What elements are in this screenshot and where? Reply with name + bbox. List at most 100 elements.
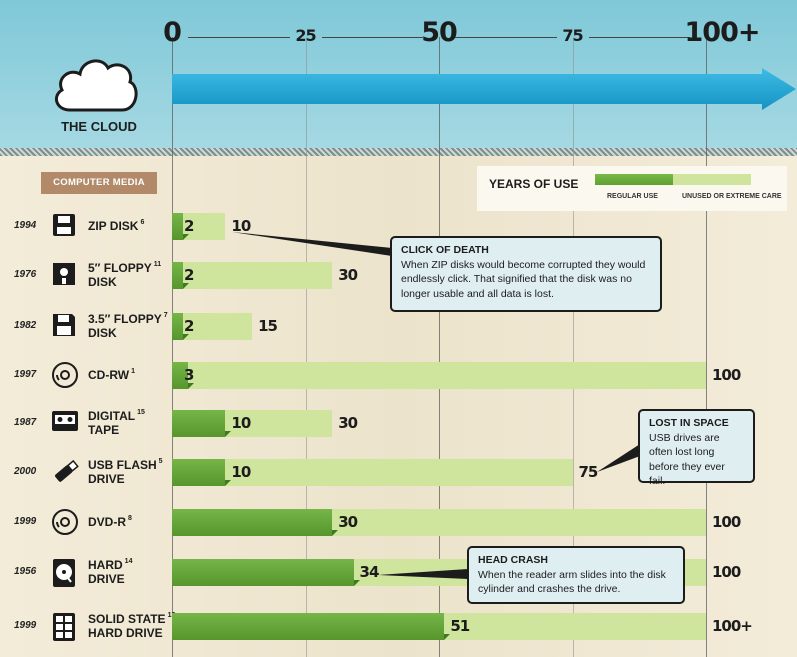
row-year: 1994	[14, 220, 37, 231]
legend-label-unused: UNUSED OR EXTREME CARE	[682, 193, 782, 200]
gridline-100	[706, 37, 707, 657]
bar-regular	[172, 509, 339, 536]
row-name-line2: DISK	[88, 326, 117, 340]
bar-regular	[172, 213, 189, 240]
bar-regular	[172, 262, 189, 289]
row-name-line2: DRIVE	[88, 572, 125, 586]
row-name: 5″ FLOPPY 11 DISK	[88, 261, 161, 289]
callout-lost-in-space: LOST IN SPACE USB drives are often lost …	[638, 409, 755, 487]
row-name: SOLID STATE13 HARD DRIVE	[88, 612, 175, 640]
row-name: ZIP DISK 6	[88, 219, 144, 233]
bar-regular	[172, 410, 232, 437]
value-regular: 51	[450, 617, 470, 635]
gridline-0	[172, 37, 173, 657]
value-regular: 3	[184, 366, 194, 384]
row-name-line1: 5″ FLOPPY	[88, 261, 152, 275]
media-header: COMPUTER MEDIA	[41, 172, 157, 194]
footnote-ref: 6	[140, 219, 145, 226]
legend: YEARS OF USE REGULAR USE UNUSED OR EXTRE…	[477, 166, 787, 211]
hard-drive-icon	[51, 558, 77, 593]
bar-regular	[172, 559, 360, 586]
value-regular: 30	[338, 513, 358, 531]
bar-unused	[172, 262, 333, 289]
bar-regular	[172, 362, 195, 389]
row-year: 1987	[14, 417, 37, 428]
footnote-ref: 8	[128, 515, 132, 522]
legend-label-regular: REGULAR USE	[607, 193, 658, 200]
axis-dash	[588, 37, 690, 38]
row-name-line1: DIGITAL	[88, 409, 136, 423]
value-regular: 2	[184, 266, 194, 284]
value-total: 100	[712, 563, 741, 581]
callout-text: When the reader arm slides into the disk…	[478, 568, 666, 596]
legend-title: YEARS OF USE	[489, 177, 579, 191]
x-tick-label: 25	[295, 26, 316, 45]
row-name-line1: CD-RW	[88, 368, 130, 382]
bar-unused	[172, 362, 706, 389]
value-regular: 34	[359, 563, 380, 581]
callout-title: LOST IN SPACE	[649, 417, 729, 429]
legend-swatch-regular	[595, 174, 673, 185]
callout-click-of-death: CLICK OF DEATH When ZIP disks would beco…	[390, 236, 662, 312]
footnote-ref: 13	[168, 612, 176, 619]
row-name: DIGITAL 15 TAPE	[88, 409, 145, 437]
row-name-line1: USB FLASH	[88, 458, 157, 472]
row-year: 2000	[14, 466, 37, 477]
x-tick-label: 0	[163, 17, 182, 48]
row-name: 3.5″ FLOPPY 7 DISK	[88, 312, 168, 340]
axis-dash	[321, 37, 423, 38]
bar-regular	[172, 313, 189, 340]
value-total: 10	[231, 217, 251, 235]
legend-swatch-unused	[673, 174, 751, 185]
row-year: 1976	[14, 269, 37, 280]
value-total: 100	[712, 513, 741, 531]
value-total: 15	[258, 317, 278, 335]
row-name-line1: SOLID STATE	[88, 612, 166, 626]
dvd-icon	[51, 508, 79, 541]
tape-icon	[51, 409, 79, 438]
row-name-line2: DISK	[88, 275, 117, 289]
row-name-line1: ZIP DISK	[88, 219, 139, 233]
bar-unused	[172, 459, 573, 486]
row-name: USB FLASH 5 DRIVE	[88, 458, 163, 486]
x-tick-label: 50	[421, 17, 458, 48]
value-total: 100	[712, 366, 741, 384]
timeline-arrow	[172, 68, 796, 110]
x-tick-label: 100+	[684, 17, 761, 48]
row-year: 1999	[14, 620, 37, 631]
axis-dash	[455, 37, 557, 38]
floppy-35-icon	[51, 312, 77, 343]
callout-text: When ZIP disks would become corrupted th…	[401, 258, 646, 300]
zigzag-divider	[0, 148, 797, 156]
row-name-line2: TAPE	[88, 423, 120, 437]
x-tick-label: 75	[562, 26, 583, 45]
callout-title: CLICK OF DEATH	[401, 244, 489, 256]
row-name-line1: HARD	[88, 558, 123, 572]
usb-icon	[51, 458, 81, 489]
footnote-ref: 14	[124, 558, 133, 565]
pointer-lost-in-space	[597, 444, 640, 472]
footnote-ref: 5	[158, 458, 163, 465]
row-year: 1999	[14, 516, 37, 527]
gridline-25	[305, 37, 307, 657]
cloud-icon	[54, 59, 138, 112]
callout-text: USB drives are often lost long before th…	[649, 431, 725, 488]
footnote-ref: 15	[137, 409, 145, 416]
footnote-ref: 7	[163, 312, 168, 319]
cloud-label: THE CLOUD	[61, 119, 137, 134]
row-name: CD-RW 1	[88, 368, 135, 382]
row-year: 1956	[14, 566, 37, 577]
row-name-line2: DRIVE	[88, 472, 125, 486]
gridline-50	[439, 37, 440, 657]
row-year: 1997	[14, 369, 37, 380]
value-regular: 2	[184, 217, 194, 235]
footnote-ref: 1	[131, 368, 136, 375]
footnote-ref: 11	[153, 261, 162, 268]
value-total: 30	[338, 266, 358, 284]
floppy-5-icon	[51, 261, 77, 292]
ssd-icon	[51, 612, 77, 647]
value-regular: 10	[231, 414, 251, 432]
row-year: 1982	[14, 320, 37, 331]
bar-regular	[172, 613, 451, 640]
row-name-line1: DVD-R	[88, 515, 126, 529]
